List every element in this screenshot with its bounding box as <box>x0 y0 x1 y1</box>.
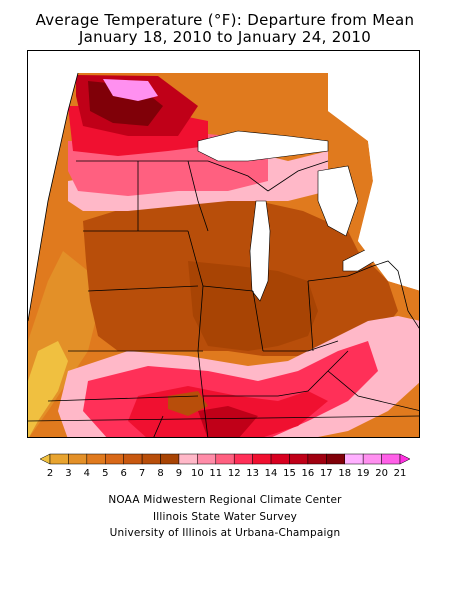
legend-swatch <box>160 453 180 465</box>
map-title-line2: January 18, 2010 to January 24, 2010 <box>78 28 372 46</box>
map-title-line1: Average Temperature (°F): Departure from… <box>35 11 415 29</box>
legend-label: 19 <box>357 468 370 479</box>
legend-label: 5 <box>102 468 108 479</box>
credit-line-2: Illinois State Water Survey <box>152 511 298 523</box>
contour-dark-red-south <box>198 406 258 437</box>
legend-label: 7 <box>139 468 145 479</box>
legend-swatch <box>362 453 382 465</box>
legend-label: 8 <box>157 468 163 479</box>
legend-labels: 2 3 4 5 6 7 8 9 10 11 12 13 14 15 16 17 18 19 20 21 <box>47 468 407 479</box>
legend-label: 2 <box>47 468 53 479</box>
legend-swatch <box>233 453 253 465</box>
legend-swatch-arrow-low <box>40 453 51 465</box>
legend-label: 10 <box>191 468 204 479</box>
legend-swatch <box>381 453 401 465</box>
state-borders <box>28 72 419 437</box>
legend-label: 21 <box>394 468 407 479</box>
lake-michigan <box>249 200 271 302</box>
legend-swatch <box>326 453 345 465</box>
lake-superior <box>197 130 329 162</box>
legend-swatch <box>49 453 69 465</box>
legend-swatches <box>40 453 410 465</box>
legend-swatch <box>215 453 235 465</box>
legend-swatch <box>105 453 124 465</box>
legend-swatch <box>141 453 161 465</box>
contour-yellow-west <box>28 341 68 437</box>
legend-swatch <box>270 453 290 465</box>
legend-label: 4 <box>84 468 90 479</box>
contour-dark-brown-core <box>188 261 318 351</box>
legend-swatch <box>197 453 217 465</box>
legend-label: 11 <box>209 468 222 479</box>
legend-label: 16 <box>302 468 315 479</box>
temperature-departure-map <box>28 51 419 437</box>
legend-swatch <box>86 453 106 465</box>
credit-line-3: University of Illinois at Urbana-Champai… <box>109 527 341 539</box>
legend-swatch <box>289 453 309 465</box>
legend-swatch <box>307 453 327 465</box>
legend-label: 17 <box>320 468 333 479</box>
lake-huron <box>317 165 359 237</box>
legend-swatch <box>68 453 88 465</box>
legend-swatch-arrow-high <box>399 453 410 465</box>
map-panel <box>27 50 420 438</box>
color-scale-legend: 2 3 4 5 6 7 8 9 10 11 12 13 14 15 16 17 18 19 20 21 <box>40 453 410 479</box>
legend-label: 13 <box>246 468 259 479</box>
legend-label: 12 <box>228 468 241 479</box>
legend-label: 3 <box>65 468 71 479</box>
legend-swatch <box>344 453 364 465</box>
outside-projection-west <box>28 51 78 321</box>
contour-brown-south-pocket <box>168 391 208 416</box>
credit-line-1: NOAA Midwestern Regional Climate Center <box>108 494 342 506</box>
legend-swatch <box>178 453 198 465</box>
outside-projection-east <box>328 73 419 291</box>
legend-swatch <box>123 453 143 465</box>
legend-label: 15 <box>283 468 296 479</box>
legend-label: 20 <box>375 468 388 479</box>
legend-swatch <box>252 453 272 465</box>
contour-pink-magenta-north <box>103 79 158 101</box>
legend-label: 14 <box>265 468 278 479</box>
legend-label: 6 <box>120 468 126 479</box>
legend-label: 9 <box>176 468 182 479</box>
legend-label: 18 <box>338 468 351 479</box>
